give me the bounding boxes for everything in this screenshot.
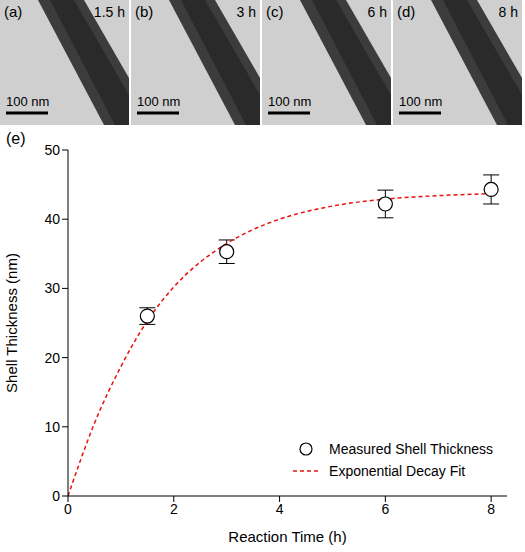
svg-text:4: 4 (276, 501, 284, 517)
svg-text:Reaction Time (h): Reaction Time (h) (228, 528, 346, 545)
html-text:Measured Shell Thickness: Measured Shell Thickness (329, 441, 493, 457)
svg-text:6: 6 (381, 501, 389, 517)
svg-text:0: 0 (52, 488, 60, 504)
svg-text:100 nm: 100 nm (268, 94, 311, 109)
svg-text:(b): (b) (135, 3, 153, 20)
svg-text:10: 10 (44, 419, 60, 435)
svg-text:Shell Thickness (nm): Shell Thickness (nm) (3, 253, 20, 393)
svg-text:(c): (c) (266, 3, 284, 20)
html-text:Exponential Decay Fit: Exponential Decay Fit (329, 463, 466, 479)
svg-text:100 nm: 100 nm (399, 94, 442, 109)
svg-text:1.5 h: 1.5 h (94, 4, 125, 20)
svg-text:2: 2 (170, 501, 178, 517)
svg-text:8 h: 8 h (499, 4, 518, 20)
svg-text:0: 0 (64, 501, 72, 517)
svg-text:50: 50 (44, 142, 60, 158)
svg-text:100 nm: 100 nm (137, 94, 180, 109)
html-text:(e): (e) (6, 130, 26, 147)
svg-text:(d): (d) (397, 3, 415, 20)
svg-text:100 nm: 100 nm (6, 94, 49, 109)
svg-text:8: 8 (487, 501, 495, 517)
svg-text:40: 40 (44, 211, 60, 227)
svg-text:(a): (a) (4, 3, 22, 20)
svg-text:30: 30 (44, 280, 60, 296)
svg-text:3 h: 3 h (237, 4, 256, 20)
svg-text:6 h: 6 h (368, 4, 387, 20)
svg-text:20: 20 (44, 350, 60, 366)
